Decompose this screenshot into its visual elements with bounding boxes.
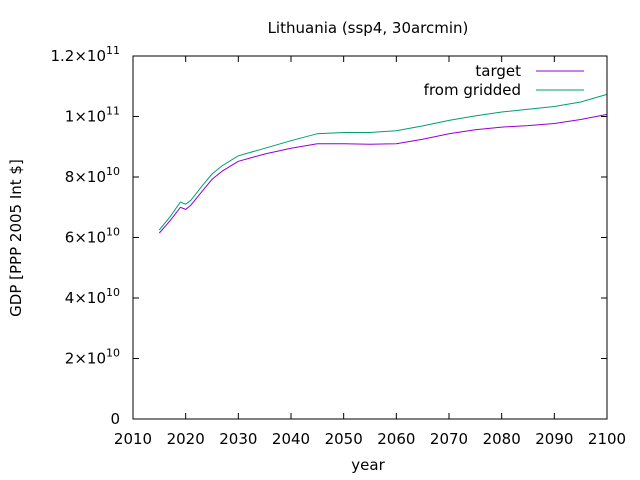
x-tick-label: 2010 [114, 430, 152, 448]
y-tick-exponent: 11 [106, 44, 120, 57]
x-tick-label: 2020 [167, 430, 205, 448]
y-tick-label: 6×1010 [65, 226, 120, 247]
x-tick-label: 2040 [272, 430, 310, 448]
y-tick-label: 2×1010 [65, 347, 120, 368]
series-line-target [158, 113, 608, 234]
y-tick-mantissa: 0 [110, 410, 120, 428]
axis-ticks: 2010 2020 2030 2040 2050 2060 2070 2080 2090 2100… [50, 44, 626, 448]
y-tick-mantissa: 4×10 [65, 289, 106, 307]
y-tick-label: 0 [110, 410, 120, 428]
series-lines [158, 93, 608, 234]
y-axis-label: GDP [PPP 2005 Int $] [7, 159, 25, 317]
series-line-from-gridded [158, 93, 608, 231]
x-tick-label: 2050 [325, 430, 363, 448]
x-tick-label: 2070 [430, 430, 468, 448]
x-tick-label: 2030 [219, 430, 257, 448]
x-tick-label: 2090 [535, 430, 573, 448]
x-axis-label: year [351, 456, 385, 474]
y-tick-exponent: 10 [106, 286, 120, 299]
x-tick-label: 2100 [588, 430, 626, 448]
y-tick-exponent: 10 [106, 165, 120, 178]
y-tick-label: 1.2×1011 [50, 44, 120, 65]
y-tick-mantissa: 2×10 [65, 350, 106, 368]
y-tick-exponent: 11 [106, 105, 120, 118]
y-tick-exponent: 10 [106, 347, 120, 360]
y-tick-mantissa: 1.2×10 [50, 47, 106, 65]
y-tick-exponent: 10 [106, 226, 120, 239]
y-tick-label: 1×1011 [65, 105, 120, 126]
y-tick-mantissa: 1×10 [65, 108, 106, 126]
y-tick-mantissa: 8×10 [65, 168, 106, 186]
plot-frame [132, 55, 608, 420]
y-tick-label: 4×1010 [65, 286, 120, 307]
y-tick-mantissa: 6×10 [65, 229, 106, 247]
chart-title: Lithuania (ssp4, 30arcmin) [268, 19, 469, 37]
y-tick-label: 8×1010 [65, 165, 120, 186]
legend-label: from gridded [424, 81, 521, 99]
x-tick-label: 2080 [483, 430, 521, 448]
x-tick-label: 2060 [377, 430, 415, 448]
legend-label: target [475, 62, 521, 80]
